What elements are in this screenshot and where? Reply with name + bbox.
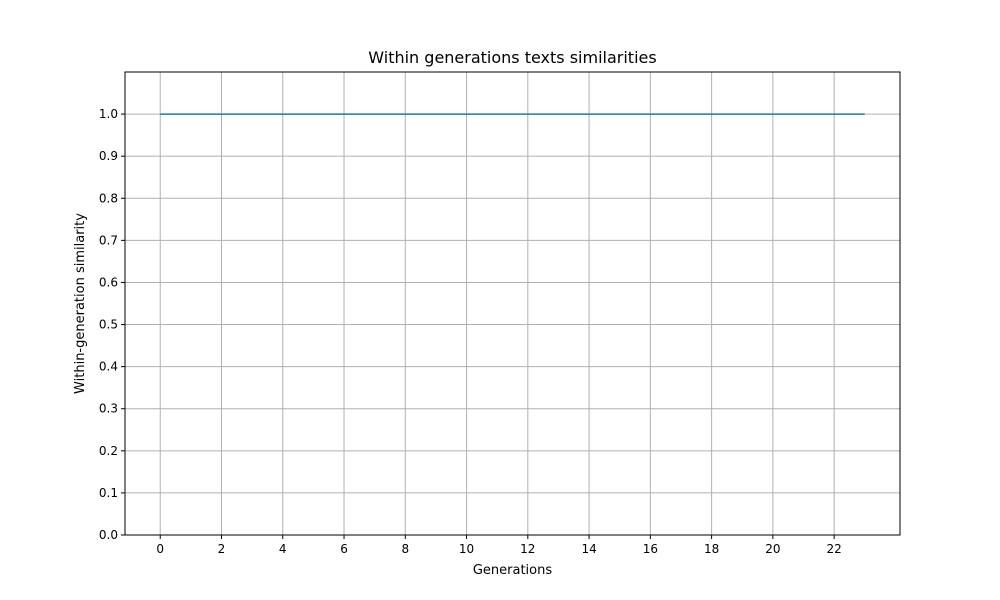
y-tick-label: 0.3 [99,402,118,416]
x-tick-label: 18 [704,542,719,556]
y-tick-label: 1.0 [99,107,118,121]
y-tick-label: 0.6 [99,275,118,289]
x-tick-label: 6 [340,542,348,556]
x-tick-label: 16 [643,542,658,556]
y-tick-label: 0.1 [99,486,118,500]
x-tick-label: 10 [459,542,474,556]
x-tick-label: 12 [520,542,535,556]
y-axis-label: Within-generation similarity [73,213,88,394]
x-tick-label: 20 [765,542,780,556]
y-tick-label: 0.8 [99,191,118,205]
chart-title: Within generations texts similarities [368,48,656,67]
y-tick-label: 0.4 [99,360,118,374]
y-tick-label: 0.0 [99,528,118,542]
plot-frame [124,71,901,536]
x-tick-label: 0 [156,542,164,556]
x-axis-ticks: 0 2 4 6 8 10 12 14 16 18 20 22 [156,535,842,556]
x-axis-label: Generations [473,563,553,578]
y-tick-label: 0.2 [99,444,118,458]
x-tick-label: 4 [279,542,287,556]
x-tick-label: 8 [401,542,409,556]
y-axis-ticks: 0.0 0.1 0.2 0.3 0.4 0.5 0.6 0.7 0.8 0.9 1.0 [99,107,125,542]
x-tick-label: 22 [826,542,841,556]
x-tick-label: 14 [581,542,596,556]
y-tick-label: 0.9 [99,149,118,163]
y-tick-label: 0.5 [99,318,118,332]
y-tick-label: 0.7 [99,233,118,247]
x-tick-label: 2 [218,542,226,556]
